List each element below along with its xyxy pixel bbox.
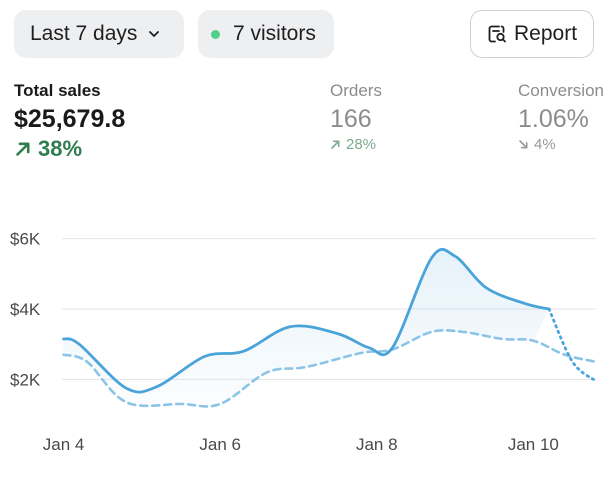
- arrow-up-right-icon: [16, 142, 30, 156]
- total-sales-label: Total sales: [14, 81, 101, 100]
- y-tick-label: $4K: [10, 300, 41, 319]
- x-tick-label: Jan 4: [43, 435, 85, 454]
- total-sales-value: $25,679.8: [14, 105, 126, 133]
- live-visitors-button[interactable]: 7 visitors: [198, 10, 334, 58]
- total-sales-metric[interactable]: Total sales $25,679.8 38%: [14, 80, 125, 162]
- conversion-change-value: 4%: [534, 136, 556, 153]
- orders-value: 166: [330, 105, 372, 133]
- arrow-up-right-icon: [331, 140, 340, 149]
- date-range-label: Last 7 days: [30, 22, 138, 45]
- x-tick-label: Jan 8: [356, 435, 398, 454]
- date-range-dropdown[interactable]: Last 7 days: [14, 10, 184, 58]
- y-tick-label: $6K: [10, 230, 41, 249]
- y-tick-label: $2K: [10, 370, 41, 389]
- orders-label: Orders: [330, 81, 382, 100]
- conversion-metric[interactable]: Conversion 1.06% 4%: [518, 80, 604, 153]
- sales-series-line: [62, 247, 551, 394]
- total-sales-change-value: 38%: [38, 136, 83, 161]
- visitors-label: 7 visitors: [233, 22, 316, 45]
- arrow-down-right-icon: [519, 140, 528, 149]
- green-dot-icon: [211, 29, 220, 39]
- chevron-down-icon: [147, 27, 161, 41]
- report-search-icon: [486, 23, 508, 45]
- total-sales-change: 38%: [14, 136, 125, 162]
- orders-metric[interactable]: Orders 166 28%: [330, 80, 382, 153]
- orders-change: 28%: [330, 136, 382, 153]
- sales-series-forecast-line: [547, 307, 598, 383]
- conversion-change: 4%: [518, 136, 604, 153]
- conversion-label: Conversion: [518, 81, 604, 100]
- comparison-series-line: [62, 328, 598, 408]
- report-label: Report: [514, 22, 578, 45]
- orders-change-value: 28%: [346, 136, 377, 153]
- sales-line-chart: $2K $4K $6K Jan 4 Jan 6 Jan 8 Jan 10: [10, 230, 598, 454]
- x-tick-label: Jan 6: [199, 435, 241, 454]
- conversion-value: 1.06%: [518, 105, 589, 133]
- report-button[interactable]: Report: [470, 10, 594, 58]
- x-tick-label: Jan 10: [508, 435, 559, 454]
